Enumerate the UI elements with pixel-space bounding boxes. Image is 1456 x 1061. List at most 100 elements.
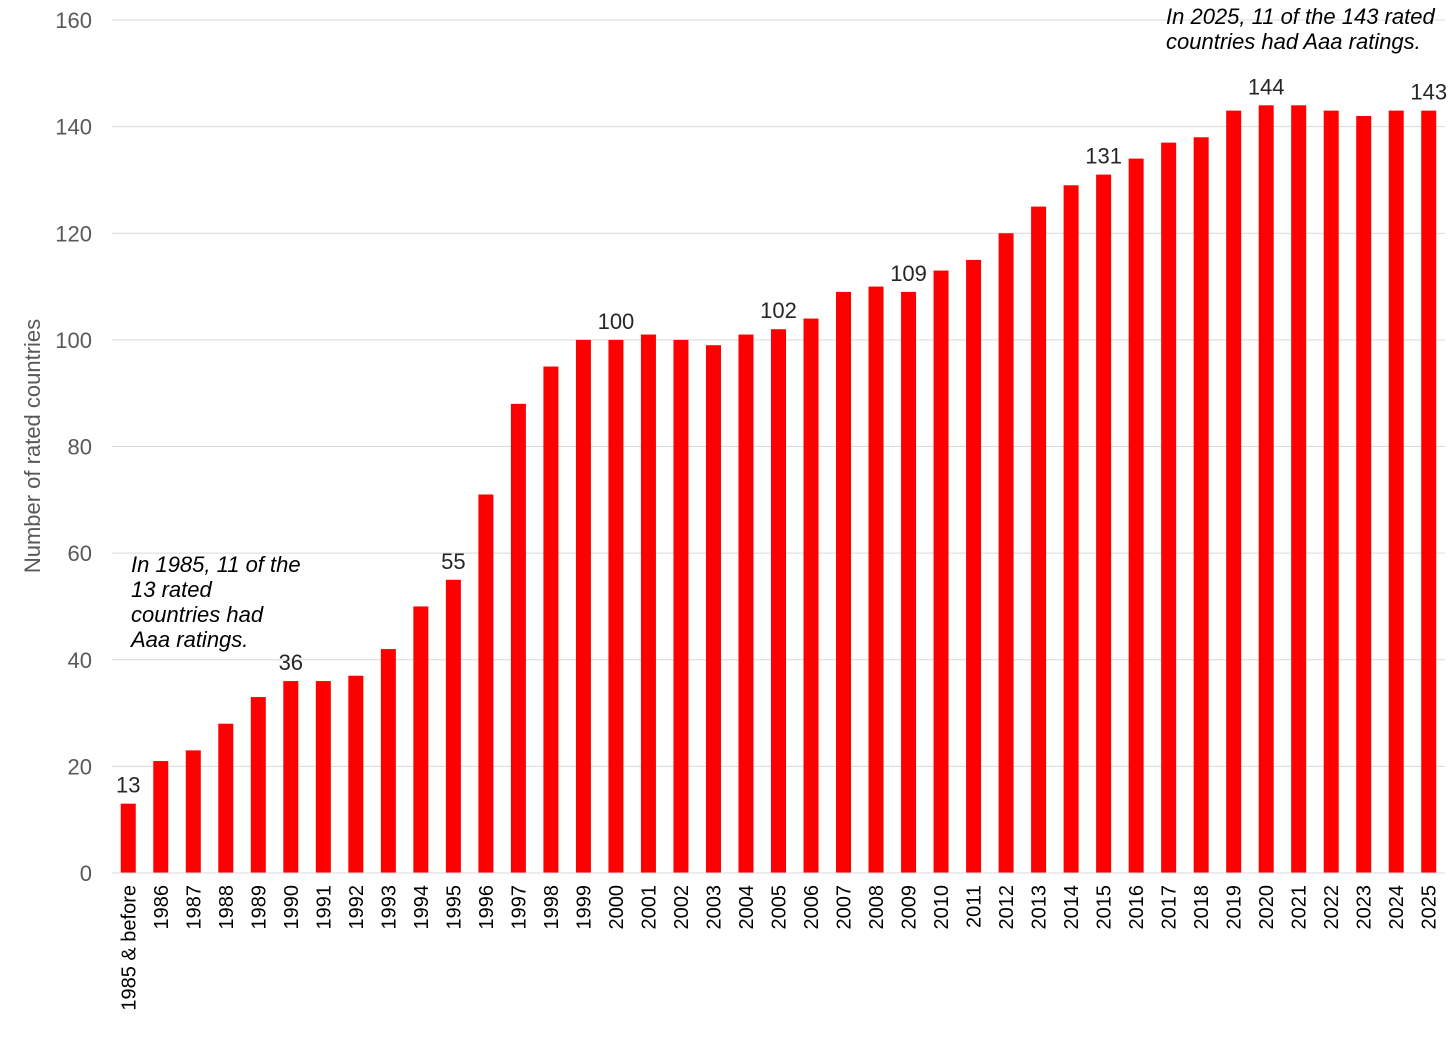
data-label: 13: [116, 773, 140, 798]
bar-2003: [705, 345, 721, 873]
bar-2017: [1161, 142, 1177, 873]
bar-2024: [1388, 110, 1404, 874]
x-tick-label: 2010: [931, 885, 953, 930]
bar-2002: [673, 339, 689, 873]
bar-1989: [250, 697, 266, 873]
y-tick-label: 40: [68, 648, 92, 673]
x-tick-label: 1996: [476, 885, 498, 930]
bar-1987: [185, 750, 201, 873]
bar-2001: [640, 334, 656, 873]
x-tick-label: 1989: [248, 885, 270, 930]
x-tick-label: 2001: [638, 885, 660, 930]
bar-1993: [380, 649, 396, 873]
data-label: 102: [760, 298, 797, 323]
bar-1998: [543, 366, 559, 873]
bar-1992: [348, 675, 364, 873]
x-tick-label: 1987: [183, 885, 205, 930]
y-tick-label: 140: [55, 115, 92, 140]
x-tick-label: 1999: [573, 885, 595, 930]
bar-2013: [1031, 206, 1047, 873]
bar-1985-before: [120, 803, 136, 873]
bar-2008: [868, 286, 884, 873]
data-label: 144: [1248, 74, 1285, 99]
x-tick-label: 2002: [671, 885, 693, 930]
bar-1988: [218, 723, 234, 873]
x-tick-label: 2003: [703, 885, 725, 930]
bar-2020: [1258, 105, 1274, 874]
x-tick-label: 1992: [346, 885, 368, 930]
x-tick-label: 2007: [834, 885, 856, 930]
bar-2005: [771, 329, 786, 873]
bar-2022: [1323, 110, 1339, 874]
x-tick-label: 2022: [1321, 885, 1343, 930]
bar-1990: [283, 681, 299, 873]
x-tick-label: 1994: [411, 885, 433, 930]
bar-2012: [998, 233, 1014, 873]
data-labels: 13 36 55 100 102 109 131 144 143: [116, 74, 1447, 797]
bar-2007: [836, 291, 852, 873]
x-tick-label: 2017: [1159, 885, 1181, 930]
x-tick-label: 2000: [606, 885, 628, 930]
annotation-2025: In 2025, 11 of the 143 rated countries h…: [1166, 4, 1435, 54]
data-label: 109: [890, 261, 927, 286]
bar-2021: [1291, 105, 1307, 874]
data-label: 55: [441, 549, 465, 574]
bar-2019: [1226, 110, 1242, 874]
x-tick-label: 2015: [1094, 885, 1116, 930]
x-tick-label: 2004: [736, 885, 758, 930]
x-tick-label: 2020: [1256, 885, 1278, 930]
x-tick-label: 2021: [1289, 885, 1311, 930]
x-tick-label: 1986: [151, 885, 173, 930]
bar-2016: [1128, 158, 1144, 874]
bar-1991: [315, 681, 331, 873]
x-tick-label: 2014: [1061, 885, 1083, 930]
bar-1996: [478, 494, 494, 873]
x-tick-label: 1991: [313, 885, 335, 930]
x-tick-label: 2019: [1224, 885, 1246, 930]
bar-2023: [1356, 115, 1372, 873]
bar-1999: [575, 339, 591, 873]
bar-2006: [803, 318, 819, 873]
y-tick-label: 0: [80, 861, 92, 886]
bar-2018: [1193, 137, 1209, 874]
x-tick-label: 2009: [899, 885, 921, 930]
bar-2025: [1421, 110, 1437, 874]
bar-2015: [1096, 174, 1112, 873]
x-tick-label: 2016: [1126, 885, 1148, 930]
data-label: 131: [1085, 144, 1122, 169]
x-tick-label: 2024: [1386, 885, 1408, 930]
x-tick-label: 2025: [1419, 885, 1441, 930]
data-label: 143: [1410, 80, 1447, 105]
bar-1997: [510, 403, 526, 873]
y-tick-label: 120: [55, 221, 92, 246]
bar-1994: [413, 606, 429, 873]
y-tick-label: 20: [68, 754, 92, 779]
x-tick-label: 1988: [216, 885, 238, 930]
bar-2004: [738, 334, 754, 873]
bar-2000: [608, 339, 624, 873]
x-tick-label: 1995: [443, 885, 465, 930]
annotation-1985: In 1985, 11 of the 13 rated countries ha…: [131, 552, 301, 652]
x-axis-ticks: 1985 & before 1986 1987 1988 1989 1990 1991 199…: [118, 885, 1440, 1011]
y-tick-label: 60: [68, 541, 92, 566]
x-tick-label: 1990: [281, 885, 303, 930]
x-tick-label: 1997: [508, 885, 530, 930]
x-tick-label: 2006: [801, 885, 823, 930]
x-tick-label: 2018: [1191, 885, 1213, 930]
x-tick-label: 1998: [541, 885, 563, 930]
bar-2011: [966, 259, 982, 873]
y-tick-label: 80: [68, 435, 92, 460]
x-tick-label: 2013: [1029, 885, 1051, 930]
y-axis-title: Number of rated countries: [20, 319, 45, 573]
bar-2014: [1063, 185, 1079, 874]
y-tick-label: 160: [55, 8, 92, 33]
x-tick-label: 2005: [769, 885, 791, 930]
bar-1995: [445, 579, 461, 873]
x-tick-label: 2012: [996, 885, 1018, 930]
bar-2010: [933, 270, 949, 874]
x-tick-label: 1993: [378, 885, 400, 930]
bar-1986: [153, 761, 169, 873]
y-tick-label: 100: [55, 328, 92, 353]
data-label: 36: [279, 650, 303, 675]
